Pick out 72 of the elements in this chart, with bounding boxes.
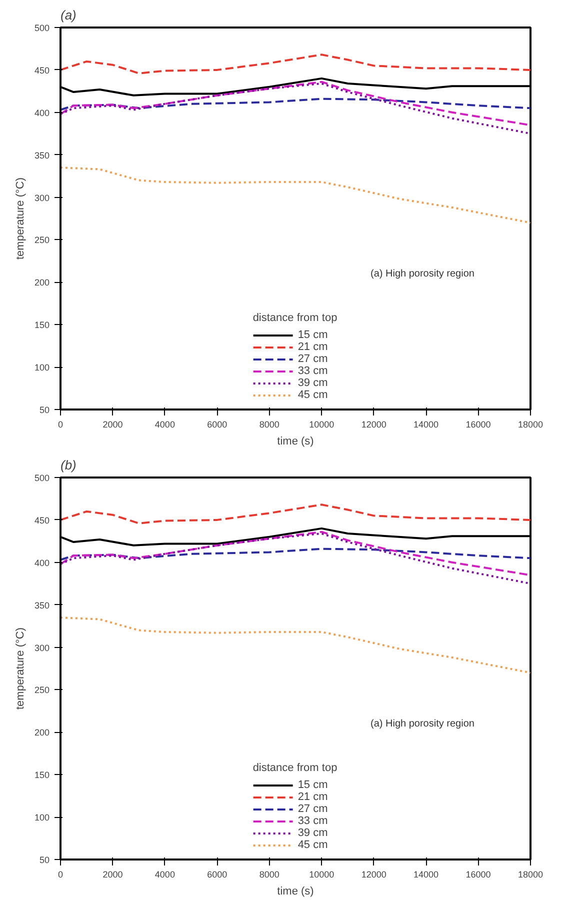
- x-tick-label: 14000: [414, 870, 439, 880]
- y-tick-label: 300: [34, 192, 50, 203]
- y-tick-label: 350: [34, 600, 50, 610]
- x-tick-label: 18000: [518, 870, 544, 880]
- line-series: [60, 504, 530, 524]
- chart-title: (a): [60, 8, 76, 22]
- x-axis-title: time (s): [277, 886, 314, 898]
- x-tick-label: 8000: [259, 870, 280, 880]
- x-tick-label: 2000: [102, 870, 123, 880]
- x-tick-label: 6000: [207, 420, 228, 430]
- y-axis-title: temperature (°C): [14, 177, 26, 260]
- line-series: [60, 82, 530, 135]
- legend-label: 33 cm: [298, 365, 328, 377]
- legend-label: 39 cm: [298, 377, 328, 389]
- line-series: [60, 548, 530, 561]
- x-tick-label: 12000: [361, 870, 386, 880]
- legend-label: 27 cm: [298, 803, 328, 815]
- line-series: [60, 166, 530, 224]
- y-tick-label: 150: [34, 770, 50, 780]
- x-tick-label: 10000: [309, 420, 334, 430]
- y-tick-label: 100: [34, 812, 50, 823]
- y-tick-label: 450: [34, 515, 50, 526]
- x-tick-label: 16000: [466, 420, 491, 430]
- x-tick-label: 18000: [518, 420, 544, 430]
- y-tick-label: 150: [34, 320, 50, 330]
- y-axis-title: temperature (°C): [14, 627, 26, 710]
- annotation: (a) High porosity region: [370, 718, 474, 730]
- x-tick-label: 16000: [466, 870, 491, 880]
- y-tick-label: 250: [34, 685, 50, 696]
- line-series: [60, 80, 530, 126]
- y-tick-label: 250: [34, 235, 50, 246]
- line-series: [60, 98, 530, 111]
- y-tick-label: 450: [34, 65, 50, 76]
- annotation: (a) High porosity region: [370, 268, 474, 280]
- y-tick-label: 500: [34, 23, 50, 33]
- x-tick-label: 8000: [259, 420, 280, 430]
- x-axis-title: time (s): [277, 436, 314, 448]
- chart-title: (b): [60, 458, 76, 472]
- legend-label: 45 cm: [298, 839, 328, 851]
- legend-label: 33 cm: [298, 815, 328, 827]
- x-tick-label: 0: [58, 420, 64, 430]
- legend-title: distance from top: [252, 312, 338, 324]
- y-tick-label: 500: [34, 473, 50, 483]
- legend-label: 15 cm: [298, 779, 328, 791]
- line-series: [60, 530, 530, 576]
- y-tick-label: 50: [39, 855, 50, 865]
- legend-label: 39 cm: [298, 827, 328, 839]
- y-tick-label: 400: [34, 558, 50, 568]
- y-tick-label: 200: [34, 278, 50, 288]
- x-tick-label: 4000: [154, 870, 175, 880]
- y-tick-label: 200: [34, 728, 50, 738]
- line-series: [60, 54, 530, 74]
- x-tick-label: 12000: [361, 420, 386, 430]
- legend-label: 15 cm: [298, 329, 328, 341]
- legend-label: 21 cm: [298, 791, 328, 803]
- y-tick-label: 100: [34, 362, 50, 373]
- y-tick-label: 350: [34, 150, 50, 160]
- legend-label: 21 cm: [298, 341, 328, 353]
- legend-label: 45 cm: [298, 389, 328, 401]
- x-tick-label: 14000: [414, 420, 439, 430]
- legend-title: distance from top: [252, 762, 338, 774]
- y-tick-label: 50: [39, 405, 50, 415]
- x-tick-label: 10000: [309, 870, 334, 880]
- x-tick-label: 2000: [102, 420, 123, 430]
- legend-label: 27 cm: [298, 353, 328, 365]
- y-tick-label: 400: [34, 108, 50, 118]
- line-series: [60, 532, 530, 585]
- x-tick-label: 4000: [154, 420, 175, 430]
- y-tick-label: 300: [34, 642, 50, 653]
- line-series: [60, 616, 530, 674]
- x-tick-label: 0: [58, 870, 64, 880]
- x-tick-label: 6000: [207, 870, 228, 880]
